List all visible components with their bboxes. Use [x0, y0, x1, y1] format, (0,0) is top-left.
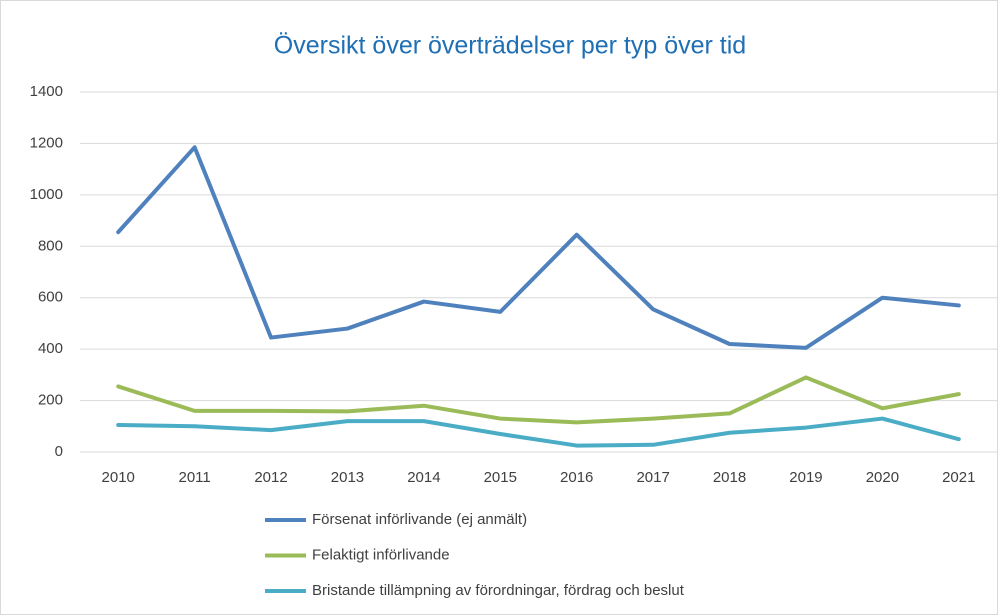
- legend-label: Felaktigt införlivande: [312, 546, 450, 563]
- legend-label: Bristande tillämpning av förordningar, f…: [312, 582, 685, 599]
- x-tick-label: 2021: [942, 469, 975, 486]
- y-tick-label: 800: [38, 237, 63, 254]
- series-line: [116, 375, 961, 425]
- x-tick-label: 2014: [407, 469, 440, 486]
- y-tick-label: 1400: [30, 83, 63, 100]
- legend-label: Försenat införlivande (ej anmält): [312, 511, 527, 528]
- y-tick-label: 600: [38, 289, 63, 306]
- series-line: [116, 416, 961, 448]
- y-tick-label: 1000: [30, 186, 63, 203]
- x-tick-label: 2019: [789, 469, 822, 486]
- x-tick-label: 2011: [178, 469, 210, 486]
- chart-title: Översikt över överträdelser per typ över…: [274, 32, 746, 60]
- series-line: [116, 145, 961, 350]
- y-tick-label: 200: [38, 392, 63, 409]
- x-tick-label: 2020: [866, 469, 899, 486]
- x-tick-label: 2010: [102, 469, 135, 486]
- x-tick-label: 2017: [636, 469, 669, 486]
- x-tick-label: 2013: [331, 469, 364, 486]
- x-tick-label: 2018: [713, 469, 746, 486]
- y-tick-label: 400: [38, 340, 63, 357]
- y-tick-label: 1200: [30, 134, 63, 151]
- y-tick-label: 0: [55, 443, 63, 460]
- x-tick-label: 2012: [254, 469, 287, 486]
- x-tick-label: 2016: [560, 469, 593, 486]
- x-tick-label: 2015: [484, 469, 517, 486]
